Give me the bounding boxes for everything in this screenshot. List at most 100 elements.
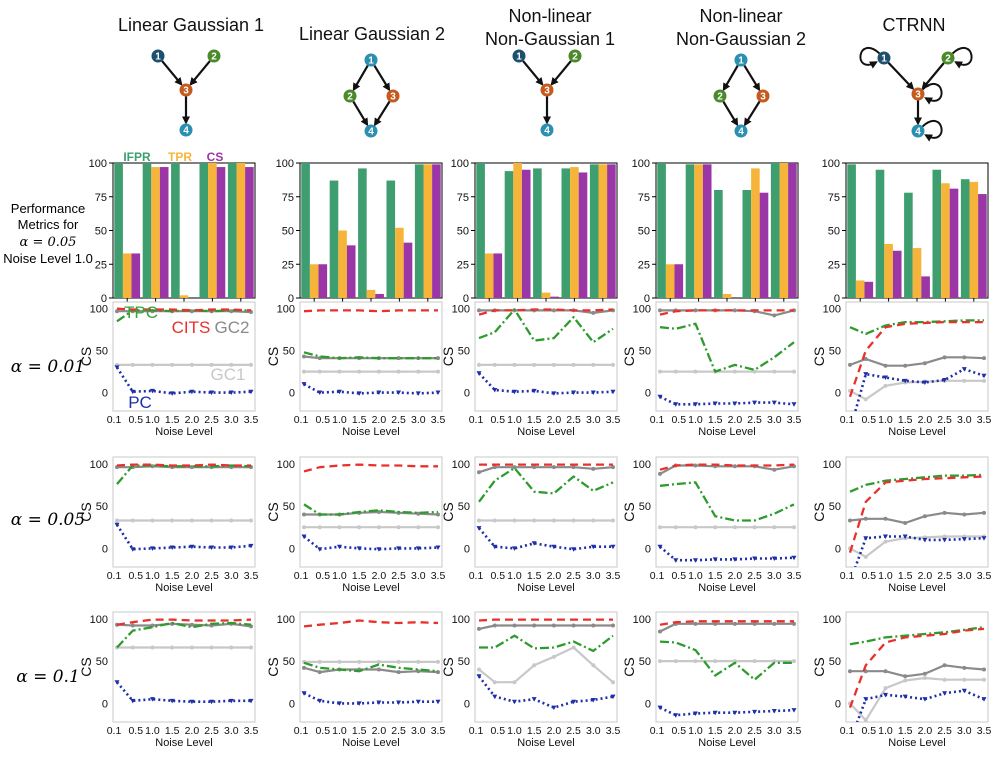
line-chart-cs-alpha-0.1-linear-gaussian-1: 0 50 100 0.1 0.5 1.0 1.5 2.0 2.5 3.0 3.5 Noise Leve… <box>78 611 258 749</box>
y-axis-label: CS <box>265 347 281 366</box>
x-tick-label-1.5: 1.5 <box>898 414 913 426</box>
point-gc1-2 <box>883 539 888 544</box>
point-gc2-4 <box>922 514 927 519</box>
graph-node-4 <box>734 124 748 138</box>
point-gc1-6 <box>772 525 777 530</box>
y-axis-label: CS <box>78 347 94 366</box>
point-pc-6 <box>771 709 777 714</box>
x-tick-label-0.1: 0.1 <box>107 414 122 426</box>
bar-ifpr-pc <box>714 190 723 298</box>
point-gc1-3 <box>170 518 175 523</box>
point-pc-4 <box>922 697 928 702</box>
x-axis-label: Noise Level <box>888 737 945 749</box>
y-tick-label-50: 50 <box>458 656 470 668</box>
point-pc-7 <box>981 697 987 702</box>
point-pc-5 <box>396 700 402 706</box>
y-tick-label-0: 0 <box>835 698 841 710</box>
y-tick-label-100: 100 <box>90 459 108 471</box>
bar-ifpr-gc2 <box>142 163 152 298</box>
x-tick-label-3.5: 3.5 <box>977 570 992 582</box>
x-tick-label-1.0: 1.0 <box>332 725 347 737</box>
point-gc2-4 <box>922 671 927 676</box>
x-tick-label-2.0: 2.0 <box>728 414 743 426</box>
point-gc1-1 <box>492 362 497 367</box>
point-gc1-5 <box>209 645 214 650</box>
x-tick-label-2.5: 2.5 <box>566 725 581 737</box>
x-tick-label-2.0: 2.0 <box>547 570 562 582</box>
x-tick-label-3.0: 3.0 <box>224 570 239 582</box>
point-gc1-3 <box>357 659 362 664</box>
x-tick-label-0.1: 0.1 <box>650 570 665 582</box>
y-axis-label: CS <box>811 347 827 366</box>
point-gc1-4 <box>732 369 737 374</box>
y-tick-label-100: 100 <box>452 304 470 316</box>
point-gc1-7 <box>792 659 796 664</box>
bar-ifpr-cits <box>414 164 424 298</box>
x-tick-label-3.0: 3.0 <box>411 570 426 582</box>
point-gc2-2 <box>512 465 517 470</box>
graph-edge-3-4 <box>743 100 761 127</box>
point-gc1-5 <box>396 659 401 664</box>
line-legend-pc: PC <box>128 393 152 412</box>
y-axis-label: CS <box>78 502 94 521</box>
x-tick-label-3.0: 3.0 <box>586 725 601 737</box>
point-gc1-2 <box>150 645 155 650</box>
column-title-5-line-1: CTRNN <box>883 15 946 35</box>
point-gc1-6 <box>772 369 777 374</box>
x-tick-label-1.5: 1.5 <box>165 570 180 582</box>
point-gc2-6 <box>229 309 234 314</box>
x-tick-label-2.0: 2.0 <box>728 570 743 582</box>
graph-node-label-1: 1 <box>516 52 522 63</box>
x-tick-label-1.5: 1.5 <box>527 725 542 737</box>
point-pc-6 <box>228 390 234 396</box>
point-pc-2 <box>882 375 888 380</box>
y-tick-label-25: 25 <box>638 259 650 271</box>
x-tick-label-3.5: 3.5 <box>606 414 621 426</box>
point-gc1-5 <box>396 525 401 530</box>
x-tick-label-2.5: 2.5 <box>747 725 762 737</box>
point-gc1-5 <box>752 525 757 530</box>
x-tick-label-1.5: 1.5 <box>708 725 723 737</box>
point-pc-7 <box>791 708 797 713</box>
point-pc-0 <box>301 382 307 387</box>
point-pc-7 <box>981 373 987 379</box>
x-tick-label-3.5: 3.5 <box>787 570 802 582</box>
plot-area <box>114 618 254 705</box>
y-tick-label-75: 75 <box>638 192 650 204</box>
point-gc1-2 <box>693 659 698 664</box>
y-tick-label-100: 100 <box>90 304 108 316</box>
bar-tpr-gc1 <box>855 280 865 298</box>
series-line-gc2 <box>849 511 985 525</box>
graph-node-4 <box>179 123 193 137</box>
y-tick-label-50: 50 <box>639 656 651 668</box>
x-tick-label-0.5: 0.5 <box>128 725 143 737</box>
x-tick-label-2.5: 2.5 <box>747 414 762 426</box>
graph-node-label-3: 3 <box>390 92 396 103</box>
x-tick-label-3.0: 3.0 <box>411 414 426 426</box>
y-tick-label-75: 75 <box>95 192 107 204</box>
bar-cs-cits <box>245 167 254 298</box>
y-tick-label-0: 0 <box>835 543 841 555</box>
plot-area <box>848 626 987 722</box>
graph-node-2 <box>568 49 582 63</box>
point-gc2-3 <box>903 674 908 679</box>
graph-edge-1-3 <box>743 64 761 92</box>
x-axis-label: Noise Level <box>517 426 574 438</box>
series-line-cits <box>848 475 985 553</box>
x-tick-label-3.0: 3.0 <box>224 725 239 737</box>
column-title-4-line-1: Non-linear <box>699 6 782 26</box>
bar-ifpr-pc <box>171 163 180 298</box>
x-tick-label-2.0: 2.0 <box>918 570 933 582</box>
bar-ifpr-gc2 <box>329 180 339 298</box>
bar-tpr-gc1 <box>665 264 675 298</box>
point-gc1-4 <box>732 525 737 530</box>
point-gc1-6 <box>591 518 596 523</box>
plot-area <box>848 319 987 411</box>
series-line-pc <box>303 383 439 395</box>
point-gc2-4 <box>922 361 927 366</box>
point-pc-2 <box>149 697 155 702</box>
graph-node-1 <box>364 53 378 67</box>
point-gc1-6 <box>416 659 421 664</box>
point-gc1-3 <box>357 525 362 530</box>
plot-area <box>657 620 797 718</box>
